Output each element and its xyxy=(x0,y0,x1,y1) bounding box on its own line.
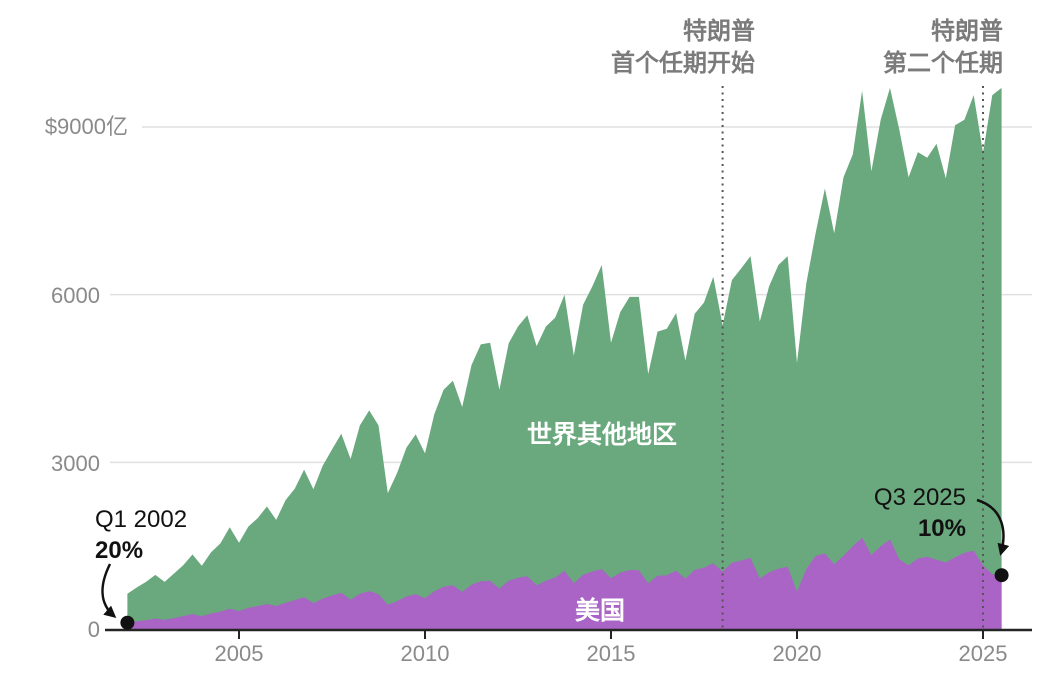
x-axis-group xyxy=(105,628,1032,639)
annotation-trump-first-term: 特朗普 首个任期开始 xyxy=(455,16,755,80)
area-label-rest-of-world: 世界其他地区 xyxy=(526,421,677,449)
us-area xyxy=(127,537,1002,630)
annotation-trump-first-term-line2: 首个任期开始 xyxy=(611,50,755,77)
annotation-trump-second-term-line1: 特朗普 xyxy=(931,18,1003,45)
y-axis-tick-label-3000: 3000 xyxy=(51,451,100,476)
annotation-marks-group xyxy=(101,498,1010,630)
annotation-start-point: Q1 2002 20% xyxy=(95,504,315,566)
start-point-dot xyxy=(120,615,135,630)
annotation-end-point-share: 10% xyxy=(917,515,966,542)
annotation-trump-second-term: 特朗普 第二个任期 xyxy=(703,16,1003,80)
rest-of-world-area xyxy=(127,87,1002,630)
end-point-dot xyxy=(994,568,1009,583)
x-axis-tick-label-2015: 2015 xyxy=(586,641,636,666)
end-point-arrow xyxy=(976,498,1010,556)
x-axis-tick-label-2010: 2010 xyxy=(400,641,450,666)
annotation-end-point: Q3 2025 10% xyxy=(666,482,966,544)
y-axis-tick-label-6000: 6000 xyxy=(51,283,100,308)
area-label-us: 美国 xyxy=(574,597,625,625)
x-axis-tick-label-2025: 2025 xyxy=(958,641,1008,666)
areas-group xyxy=(127,87,1002,630)
x-axis-tick-label-2020: 2020 xyxy=(772,641,822,666)
annotation-trump-first-term-line1: 特朗普 xyxy=(683,18,755,45)
annotation-trump-second-term-line2: 第二个任期 xyxy=(883,50,1003,77)
y-axis-tick-label-0: 0 xyxy=(87,617,100,642)
y-axis-tick-label-9000: $9000亿 xyxy=(44,114,128,139)
x-axis-tick-label-2005: 2005 xyxy=(214,641,264,666)
start-point-arrow xyxy=(101,563,117,618)
annotation-end-point-label: Q3 2025 xyxy=(873,484,966,511)
annotation-start-point-label: Q1 2002 xyxy=(95,506,188,533)
annotation-start-point-share: 20% xyxy=(95,537,144,564)
